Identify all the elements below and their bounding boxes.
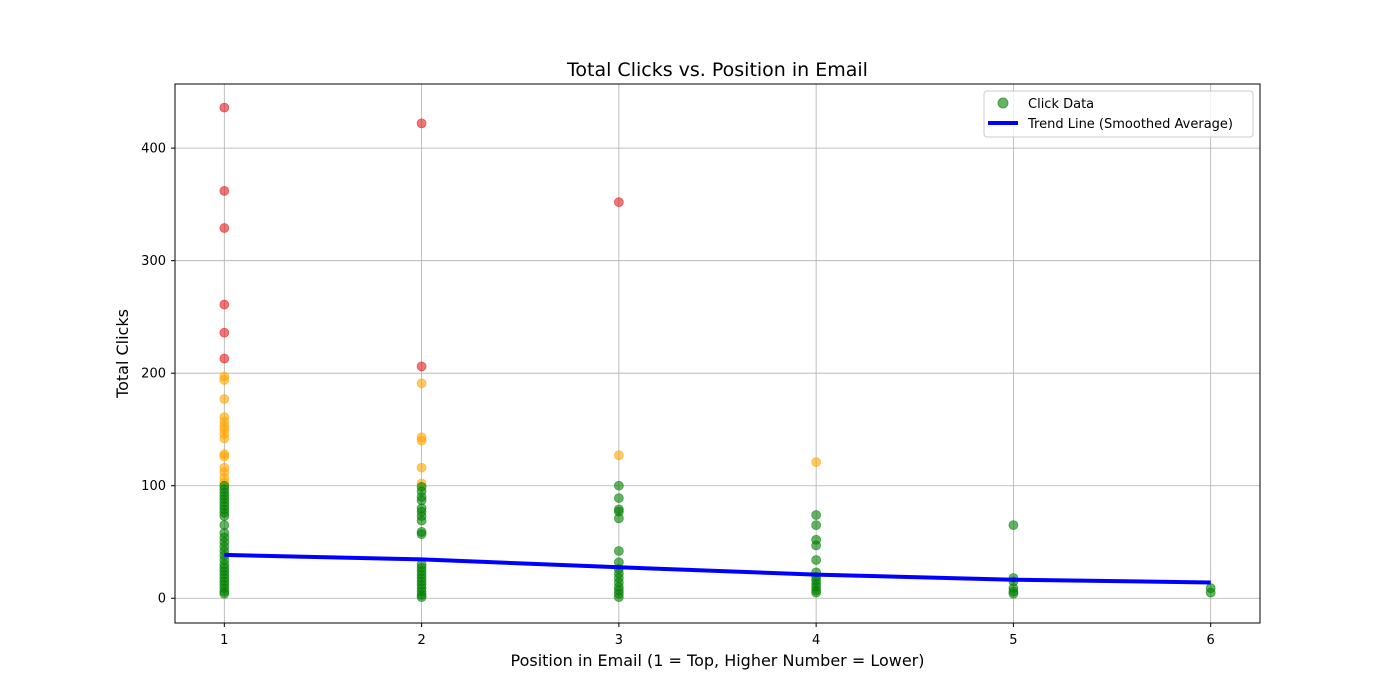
- x-tick-label: 5: [1009, 633, 1017, 648]
- scatter-point: [416, 462, 427, 473]
- scatter-point: [416, 515, 427, 526]
- scatter-point: [219, 327, 230, 338]
- scatter-point: [219, 223, 230, 233]
- scatter-point: [613, 592, 624, 603]
- y-tick-label: 0: [158, 592, 166, 607]
- trend-line: [224, 552, 1211, 585]
- scatter-point: [416, 118, 427, 129]
- scatter-point: [219, 433, 230, 444]
- scatter-point: [219, 451, 230, 462]
- scatter-point: [613, 480, 624, 491]
- scatter-point: [219, 299, 230, 310]
- scatter-point: [811, 520, 822, 531]
- scatter-point: [219, 375, 230, 385]
- legend-label-trend-line: Trend Line (Smoothed Average): [1027, 117, 1233, 132]
- scatter-point: [811, 555, 822, 565]
- scatter-point: [811, 540, 822, 551]
- scatter-point: [1008, 588, 1019, 599]
- legend-marker-click-data: [997, 97, 1009, 109]
- legend-box: [983, 90, 1254, 138]
- scatter-point: [613, 197, 624, 208]
- y-tick-label: 100: [141, 479, 166, 494]
- plot-frame: [174, 83, 1261, 624]
- x-axis-ticks: 1 2 3 4 5 6: [220, 623, 1215, 648]
- scatter-point: [219, 511, 230, 522]
- scatter-point: [613, 546, 624, 556]
- scatter-point: [416, 361, 427, 372]
- y-axis-ticks: 0 100 200 300 400: [141, 142, 175, 607]
- scatter-point: [219, 394, 230, 404]
- y-tick-label: 300: [141, 254, 166, 269]
- scatter-point: [613, 493, 624, 503]
- scatter-point: [613, 513, 624, 524]
- x-tick-label: 4: [812, 633, 820, 648]
- scatter-point: [811, 587, 822, 598]
- chart-title: Total Clicks vs. Position in Email: [566, 59, 868, 81]
- scatter-point: [219, 102, 230, 113]
- x-axis-label: Position in Email (1 = Top, Higher Numbe…: [510, 651, 924, 670]
- x-tick-label: 3: [615, 633, 623, 648]
- scatter-point: [1205, 587, 1216, 598]
- scatter-point: [416, 435, 427, 446]
- y-axis-label: Total Clicks: [113, 309, 132, 399]
- x-tick-label: 1: [220, 633, 228, 648]
- x-tick-label: 2: [417, 633, 425, 648]
- x-tick-label: 6: [1207, 633, 1215, 648]
- scatter-point: [416, 378, 427, 389]
- scatter-point: [811, 457, 822, 467]
- scatter-point: [811, 510, 822, 520]
- scatter-point: [416, 592, 427, 603]
- grid-lines: [175, 84, 1260, 623]
- scatter-point: [219, 588, 230, 599]
- scatter-point: [1008, 520, 1019, 531]
- scatter-point: [219, 185, 230, 196]
- y-tick-label: 200: [141, 367, 166, 382]
- trend-line-group: [224, 552, 1211, 585]
- y-tick-label: 400: [141, 142, 166, 157]
- scatter-point: [416, 529, 427, 540]
- scatter-points: [219, 102, 1216, 603]
- scatter-point: [613, 450, 624, 461]
- legend-label-click-data: Click Data: [1028, 97, 1094, 112]
- legend: Click Data Trend Line (Smoothed Average): [983, 90, 1254, 138]
- scatter-point: [219, 353, 230, 364]
